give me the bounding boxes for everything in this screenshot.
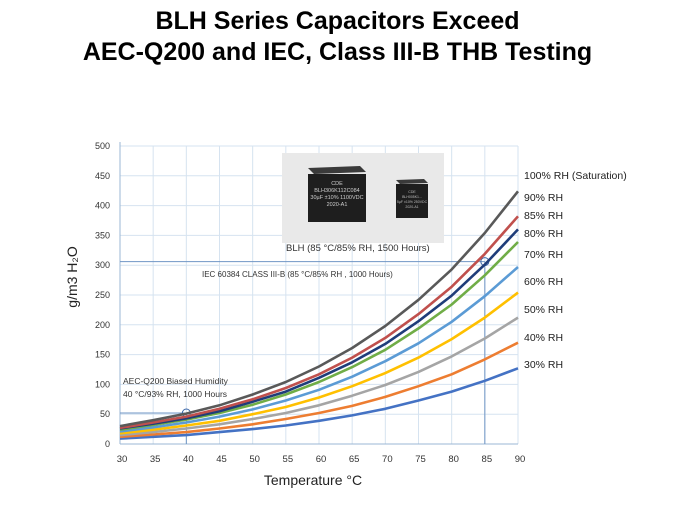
capacitor-small-body: [396, 184, 428, 218]
x-tick-label: 45: [216, 454, 227, 465]
x-tick-label: 35: [150, 454, 161, 465]
cap1-line-3: 30µF ±10% 1100VDC: [310, 195, 363, 201]
x-tick-label: 40: [183, 454, 194, 465]
y-tick-label: 100: [95, 379, 110, 389]
series-label: 70% RH: [524, 249, 563, 261]
cap1-line-2: BLH306K112C084: [314, 188, 359, 194]
y-tick-label: 300: [95, 260, 110, 270]
series-line: [119, 341, 519, 439]
x-tick-label: 55: [283, 454, 294, 465]
y-tick-label: 400: [95, 201, 110, 211]
series-label: 60% RH: [524, 276, 563, 288]
x-tick-label: 70: [382, 454, 393, 465]
series-label: 50% RH: [524, 304, 563, 316]
series-label: 30% RH: [524, 359, 563, 371]
x-tick-label: 90: [515, 454, 526, 465]
x-tick-label: 60: [316, 454, 327, 465]
cap2-line-2: BLH005K1...: [402, 195, 422, 199]
y-tick-label: 50: [100, 409, 110, 419]
capacitor-photo: CDE BLH306K112C084 30µF ±10% 1100VDC 202…: [282, 153, 444, 243]
x-axis-title: Temperature °C: [264, 472, 362, 488]
capacitor-large-top: [308, 166, 366, 174]
annotation-aec-line-2: 40 °C/93% RH, 1000 Hours: [123, 389, 227, 399]
y-tick-label: 150: [95, 350, 110, 360]
x-tick-label: 50: [249, 454, 260, 465]
series-label: 85% RH: [524, 210, 563, 222]
y-tick-label: 0: [105, 439, 110, 449]
y-tick-label: 450: [95, 171, 110, 181]
series-line: [119, 215, 519, 430]
capacitor-large-body: [308, 174, 366, 222]
title-line-2: AEC-Q200 and IEC, Class III-B THB Testin…: [82, 38, 593, 66]
cap2-line-1: CDE: [408, 190, 416, 194]
cap1-line-1: CDE: [331, 181, 343, 187]
series-line: [119, 228, 519, 430]
y-tick-label: 500: [95, 141, 110, 151]
slide-title: BLH Series Capacitors Exceed AEC-Q200 an…: [0, 6, 675, 68]
series-label: 80% RH: [524, 228, 563, 240]
x-tick-label: 80: [448, 454, 459, 465]
y-tick-label: 350: [95, 230, 110, 240]
capacitor-small-top: [396, 179, 428, 184]
cap2-line-4: 2020-A1: [405, 205, 418, 209]
y-tick-label: 200: [95, 320, 110, 330]
annotation-blh: BLH (85 °C/85% RH, 1500 Hours): [286, 243, 430, 254]
y-tick-label: 250: [95, 290, 110, 300]
cap2-line-3: 5µF ±10% 250VDC: [397, 200, 428, 204]
annotation-aec-line-1: AEC-Q200 Biased Humidity: [123, 376, 229, 386]
series-line: [119, 190, 520, 428]
series-label: 100% RH (Saturation): [524, 170, 627, 182]
series-line: [119, 367, 519, 440]
series-labels: 100% RH (Saturation) 90% RH 85% RH 80% RH 70…: [524, 170, 627, 371]
series-line: [119, 266, 519, 433]
title-line-1: BLH Series Capacitors Exceed: [155, 7, 520, 35]
y-axis-title: g/m3 H₂O: [64, 246, 80, 308]
series-label: 90% RH: [524, 192, 563, 204]
x-tick-label: 30: [117, 454, 128, 465]
x-tick-label: 65: [349, 454, 360, 465]
series-line: [119, 316, 519, 437]
x-tick-label: 85: [482, 454, 493, 465]
annotation-iec: IEC 60384 CLASS III-B (85 °C/85% RH , 10…: [202, 270, 393, 279]
series-lines: [119, 190, 520, 440]
series-label: 40% RH: [524, 332, 563, 344]
series-line: [119, 291, 519, 435]
x-tick-label: 75: [415, 454, 426, 465]
cap1-line-4: 2020-A1: [327, 202, 348, 208]
